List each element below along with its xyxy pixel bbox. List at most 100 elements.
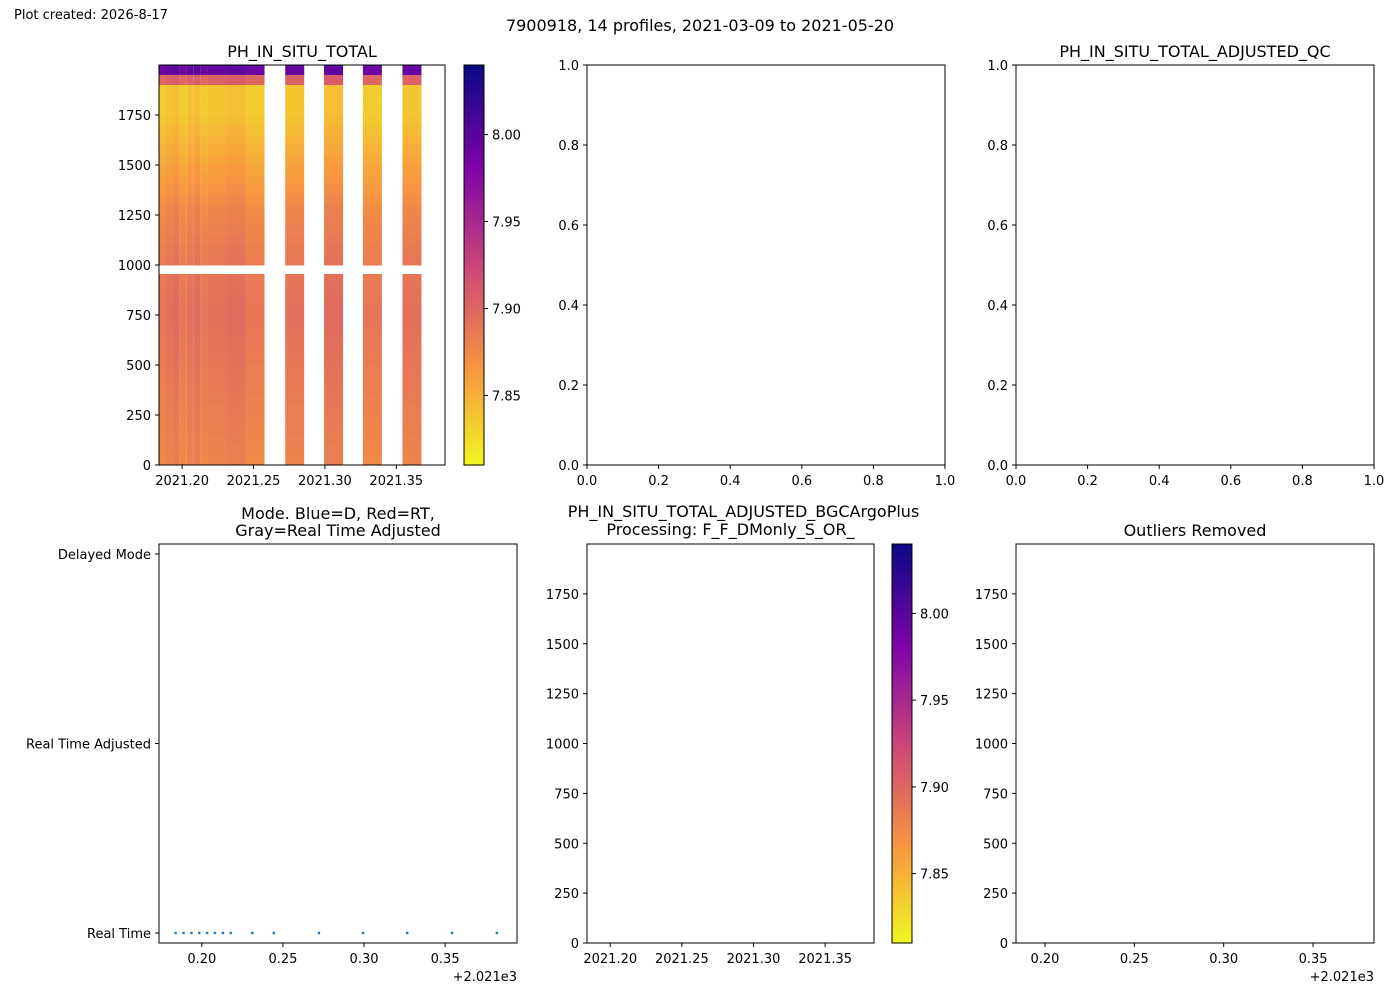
ph-colorbar-segment: [464, 65, 484, 71]
ph-colorbar-segment: [464, 110, 484, 116]
heatmap-cell: [159, 305, 166, 316]
heatmap-cell: [200, 274, 208, 275]
heatmap-cell: [179, 75, 187, 86]
heatmap-cell: [200, 255, 208, 266]
bgc-colorbar-segment: [892, 693, 912, 700]
heatmap-cell: [193, 345, 201, 356]
heatmap-cell: [172, 135, 180, 146]
adjusted-qc-xtick-label: 0.0: [1006, 474, 1027, 489]
heatmap-cell: [226, 385, 246, 396]
ph-colorbar-segment: [464, 245, 484, 251]
bgc-colorbar-segment: [892, 758, 912, 765]
heatmap-cell: [172, 215, 180, 226]
heatmap-cell: [324, 135, 344, 146]
bgc-colorbar-segment: [892, 718, 912, 725]
heatmap-cell: [179, 185, 187, 196]
heatmap-cell: [362, 175, 382, 186]
bgc-axes-frame: [586, 543, 875, 944]
heatmap-cell: [324, 65, 344, 76]
heatmap-cell: [172, 155, 180, 166]
adjusted-qc-ytick-label: 0.6: [987, 219, 1008, 234]
heatmap-cell: [245, 75, 265, 86]
bgc-colorbar-segment: [892, 773, 912, 780]
bgc-colorbar-segment: [892, 563, 912, 570]
heatmap-cell: [186, 245, 194, 256]
heatmap-cell: [200, 315, 208, 326]
heatmap-cell: [186, 275, 194, 286]
mode-ytick-label: Real Time Adjusted: [26, 738, 151, 753]
heatmap-cell: [172, 455, 180, 466]
mode-xtick-label: 0.35: [431, 952, 460, 967]
heatmap-cell: [179, 335, 187, 346]
suptitle: 7900918, 14 profiles, 2021-03-09 to 2021…: [506, 16, 894, 35]
heatmap-cell: [193, 215, 201, 226]
heatmap-cell: [324, 445, 344, 456]
adjusted-qc-ytick-label: 0.2: [987, 379, 1008, 394]
heatmap-cell: [186, 295, 194, 306]
ph-colorbar-segment: [464, 300, 484, 306]
heatmap-cell: [179, 245, 187, 256]
heatmap-cell: [165, 435, 173, 446]
ph-colorbar-segment: [464, 210, 484, 216]
heatmap-cell: [245, 365, 265, 376]
heatmap-cell: [285, 245, 305, 256]
heatmap-cell: [159, 205, 166, 216]
bgc-colorbar-segment: [892, 728, 912, 735]
heatmap-cell: [172, 385, 180, 396]
heatmap-cell: [245, 375, 265, 386]
outliers-xtick-label: 0.35: [1299, 952, 1328, 967]
heatmap-cell: [193, 375, 201, 386]
heatmap-cell: [285, 445, 305, 456]
heatmap-cell: [226, 65, 246, 76]
ph-colorbar-segment: [464, 175, 484, 181]
heatmap-cell: [226, 375, 246, 386]
heatmap-cell: [207, 215, 227, 226]
bgc-colorbar-segment: [892, 578, 912, 585]
heatmap-cell: [179, 355, 187, 366]
ph-colorbar-segment: [464, 170, 484, 176]
heatmap-cell: [179, 285, 187, 296]
outliers-offset-label: +2.021e3: [1310, 970, 1374, 985]
bgc-colorbar-segment: [892, 548, 912, 555]
ph-colorbar-segment: [464, 400, 484, 406]
heatmap-cell: [245, 335, 265, 346]
ph-colorbar-segment: [464, 230, 484, 236]
charts-layer: PH_IN_SITU_TOTAL 2021.20 2021.25 2021.30 202…: [26, 42, 1384, 985]
heatmap-cell: [324, 325, 344, 336]
heatmap-cell: [186, 325, 194, 336]
bgc-colorbar-segment: [892, 913, 912, 919]
ph-colorbar-segment: [464, 235, 484, 241]
bgc-colorbar-segment: [892, 803, 912, 809]
heatmap-cell: [172, 274, 180, 275]
mode-point: [174, 931, 177, 935]
heatmap-cell: [179, 125, 187, 136]
heatmap-cell: [362, 255, 382, 266]
heatmap-cell: [362, 365, 382, 376]
heatmap-cell: [362, 135, 382, 146]
heatmap-cell: [207, 425, 227, 436]
ph-colorbar-segment: [464, 450, 484, 456]
heatmap-cell: [172, 245, 180, 256]
heatmap-cell: [165, 455, 173, 466]
heatmap-cell: [226, 165, 246, 176]
heatmap-cell: [285, 325, 305, 336]
heatmap-cell: [402, 155, 422, 166]
heatmap-cell: [245, 345, 265, 356]
heatmap-cell: [226, 295, 246, 306]
ph-colorbar-segment: [464, 415, 484, 421]
heatmap-cell: [179, 225, 187, 236]
heatmap-cell: [179, 315, 187, 326]
bgc-colorbar-segment: [892, 633, 912, 640]
heatmap-cell: [200, 215, 208, 226]
heatmap-cell: [324, 275, 344, 286]
heatmap-cell: [324, 295, 344, 306]
empty-axes-ytick-label: 0.0: [558, 459, 579, 474]
heatmap-cell: [362, 225, 382, 236]
heatmap-cell: [402, 165, 422, 176]
heatmap-cell: [159, 125, 166, 136]
bgc-colorbar-segment: [892, 898, 912, 904]
ph-colorbar-segment: [464, 375, 484, 381]
heatmap-cell: [172, 365, 180, 376]
heatmap-cell: [324, 175, 344, 186]
heatmap-cell: [200, 105, 208, 116]
